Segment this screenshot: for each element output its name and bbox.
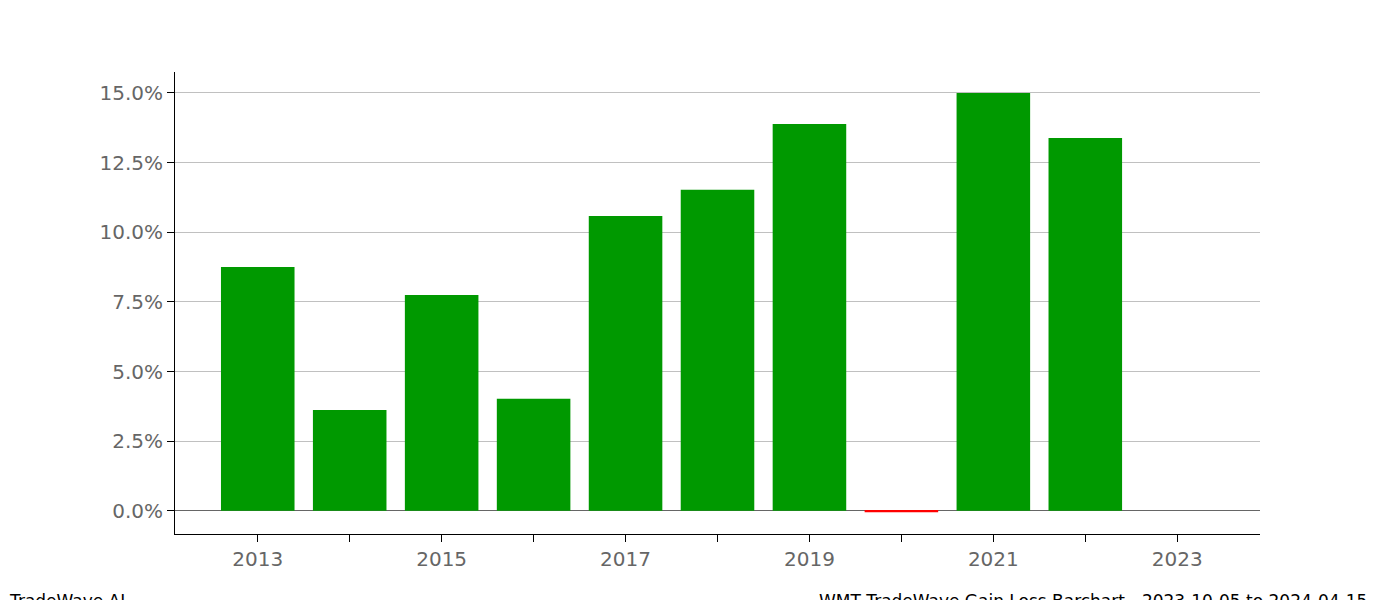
svg-text:2015: 2015 xyxy=(416,547,467,571)
svg-text:2.5%: 2.5% xyxy=(112,429,163,453)
svg-text:7.5%: 7.5% xyxy=(112,290,163,314)
svg-text:TradeWave.AI: TradeWave.AI xyxy=(9,591,125,600)
svg-text:2021: 2021 xyxy=(968,547,1019,571)
svg-text:WMT TradeWave Gain Loss Barcha: WMT TradeWave Gain Loss Barchart - 2023-… xyxy=(819,591,1367,600)
svg-text:2023: 2023 xyxy=(1152,547,1203,571)
svg-text:10.0%: 10.0% xyxy=(99,220,163,244)
svg-text:2013: 2013 xyxy=(232,547,283,571)
svg-text:12.5%: 12.5% xyxy=(99,151,163,175)
svg-text:15.0%: 15.0% xyxy=(99,81,163,105)
svg-text:2019: 2019 xyxy=(784,547,835,571)
svg-text:2017: 2017 xyxy=(600,547,651,571)
svg-text:5.0%: 5.0% xyxy=(112,360,163,384)
svg-text:0.0%: 0.0% xyxy=(112,499,163,523)
